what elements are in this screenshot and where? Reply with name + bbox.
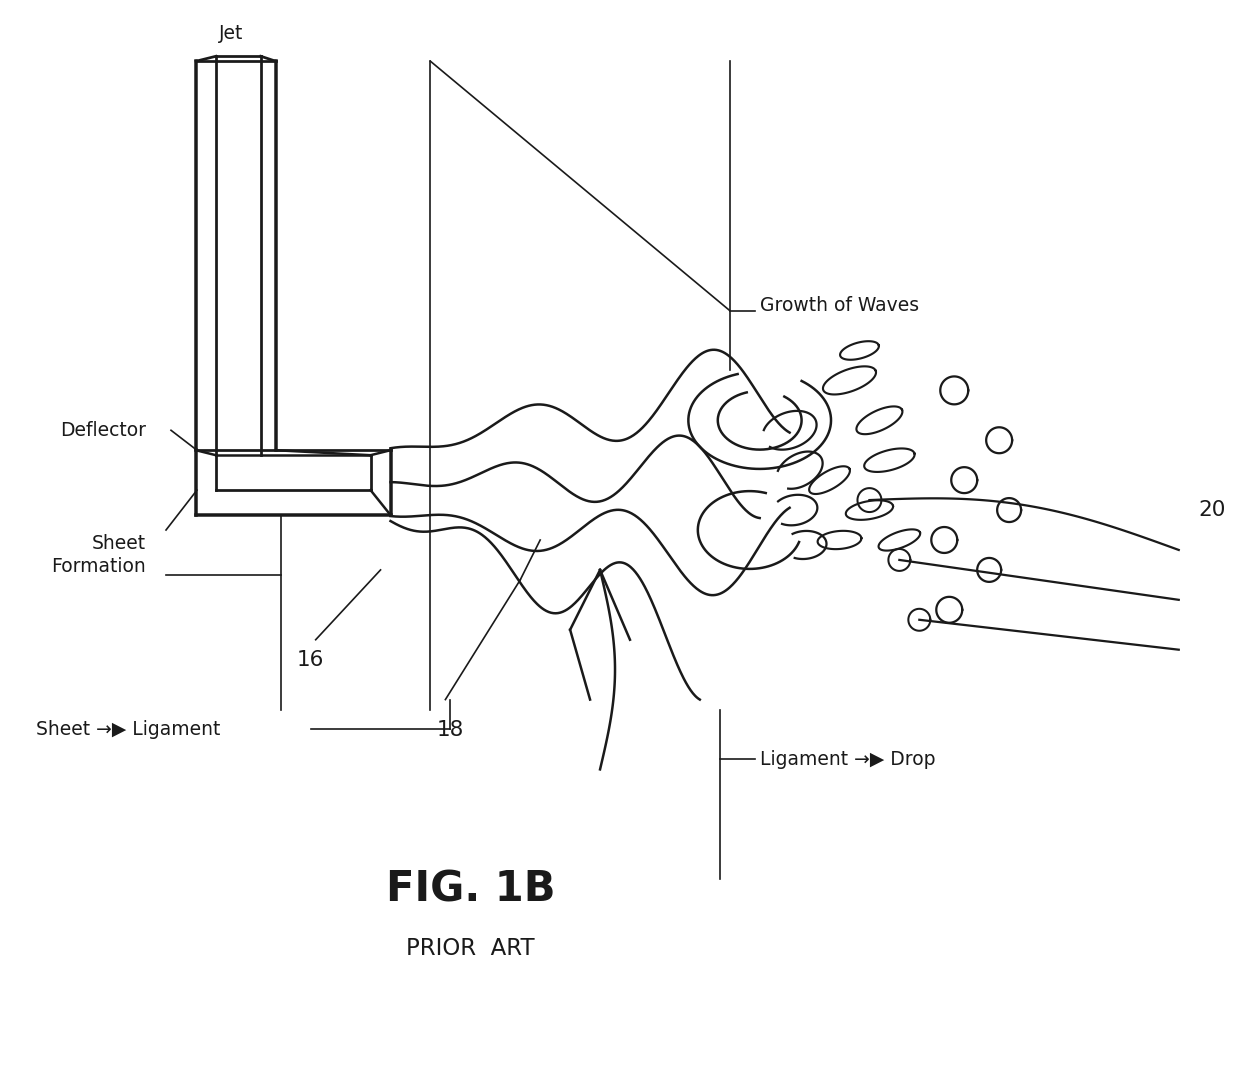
Text: Ligament →▶ Drop: Ligament →▶ Drop bbox=[760, 750, 935, 769]
Text: 18: 18 bbox=[436, 719, 464, 739]
Text: Sheet
Formation: Sheet Formation bbox=[51, 534, 146, 577]
Text: FIG. 1B: FIG. 1B bbox=[386, 868, 556, 911]
Text: 16: 16 bbox=[298, 649, 325, 670]
Text: Deflector: Deflector bbox=[60, 421, 146, 440]
Text: Jet: Jet bbox=[218, 25, 243, 43]
Text: Growth of Waves: Growth of Waves bbox=[760, 296, 919, 315]
Text: 20: 20 bbox=[1199, 500, 1226, 520]
Text: PRIOR  ART: PRIOR ART bbox=[405, 937, 534, 961]
Text: Sheet →▶ Ligament: Sheet →▶ Ligament bbox=[36, 720, 221, 739]
